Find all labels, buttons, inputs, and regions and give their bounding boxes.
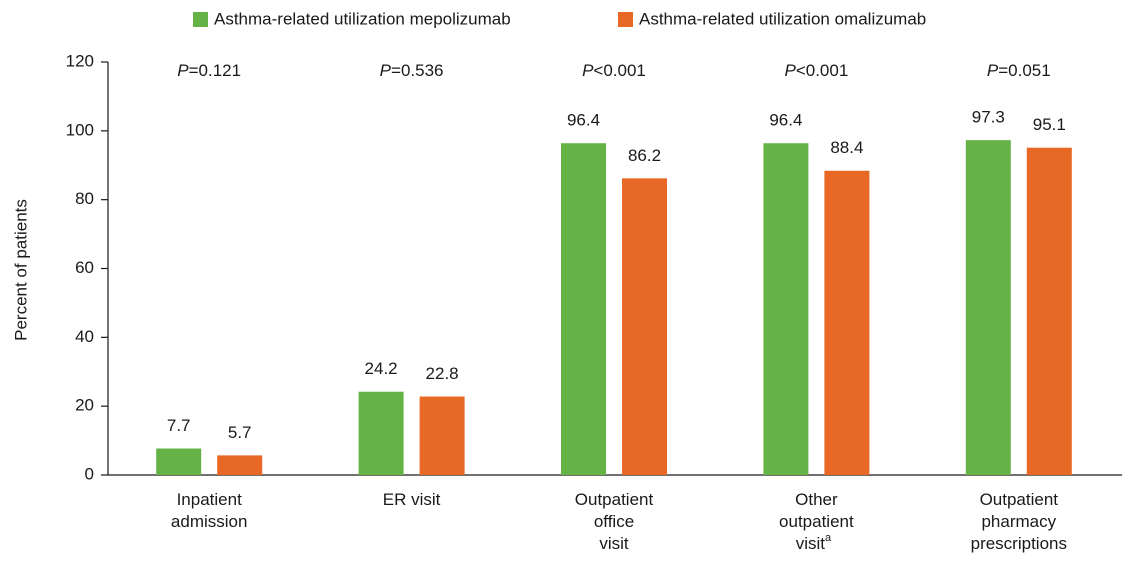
legend-label: Asthma-related utilization mepolizumab: [214, 9, 511, 28]
value-label: 86.2: [628, 146, 661, 165]
x-tick-label: Other outpatient visita: [779, 490, 854, 553]
annotation: P<0.001: [582, 61, 646, 80]
value-label: 88.4: [830, 138, 863, 157]
y-tick-label: 0: [85, 464, 94, 483]
y-tick-label: 100: [66, 120, 94, 139]
value-label: 97.3: [972, 108, 1005, 127]
legend-swatch: [618, 12, 633, 27]
bar: [156, 448, 202, 475]
y-tick-label: 80: [75, 189, 94, 208]
bar: [763, 143, 809, 475]
annotation: P=0.536: [380, 61, 444, 80]
legend-label: Asthma-related utilization omalizumab: [639, 9, 926, 28]
y-tick-label: 40: [75, 327, 94, 346]
value-label: 96.4: [567, 111, 600, 130]
x-tick-label: Inpatient admission: [171, 490, 248, 531]
annotation: P<0.001: [784, 61, 848, 80]
bar: [622, 178, 667, 475]
y-tick-label: 20: [75, 396, 94, 415]
legend-swatch: [193, 12, 208, 27]
x-tick-label: Outpatient pharmacy prescriptions: [971, 490, 1067, 553]
bar: [358, 391, 404, 475]
value-label: 22.8: [426, 364, 459, 383]
bar: [217, 455, 263, 475]
value-label: 5.7: [228, 423, 252, 442]
annotation: P=0.121: [177, 61, 241, 80]
value-label: 7.7: [167, 416, 191, 435]
footnote-marker: a: [825, 532, 832, 544]
y-axis-label: Percent of patients: [11, 199, 30, 341]
bar: [1026, 147, 1072, 475]
value-label: 95.1: [1033, 115, 1066, 134]
bar: [561, 143, 606, 475]
bar: [824, 170, 870, 476]
annotation: P=0.051: [987, 61, 1051, 80]
x-tick-label: Outpatient office visit: [575, 490, 654, 553]
value-label: 96.4: [769, 111, 802, 130]
bar: [965, 140, 1011, 475]
y-tick-label: 120: [66, 51, 94, 70]
x-tick-label: ER visit: [383, 490, 441, 509]
value-label: 24.2: [365, 359, 398, 378]
y-tick-label: 60: [75, 258, 94, 277]
bar: [419, 396, 465, 475]
